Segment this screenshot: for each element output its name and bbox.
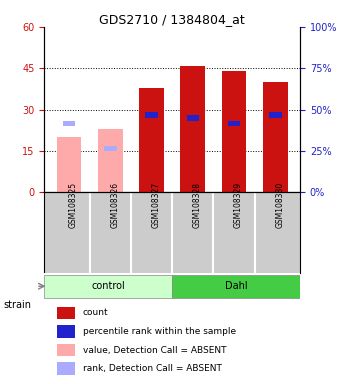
Bar [57, 137, 81, 192]
Text: control: control [91, 281, 125, 291]
Text: GSM108325: GSM108325 [69, 182, 78, 228]
Text: value, Detection Call = ABSENT: value, Detection Call = ABSENT [83, 346, 226, 354]
Text: GSM108328: GSM108328 [193, 182, 202, 228]
FancyBboxPatch shape [44, 275, 172, 298]
Bar [104, 146, 117, 151]
Bar [57, 307, 75, 319]
Bar [228, 121, 240, 126]
Text: GSM108329: GSM108329 [234, 182, 243, 228]
Bar [57, 325, 75, 338]
Text: Dahl: Dahl [225, 281, 248, 291]
Text: GSM108326: GSM108326 [110, 182, 119, 228]
Text: percentile rank within the sample: percentile rank within the sample [83, 327, 236, 336]
Bar [63, 121, 75, 126]
Title: GDS2710 / 1384804_at: GDS2710 / 1384804_at [99, 13, 245, 26]
Bar [187, 115, 199, 121]
Bar [57, 344, 75, 356]
Bar [145, 113, 158, 118]
Bar [269, 113, 282, 118]
Bar [180, 66, 205, 192]
Bar [57, 362, 75, 375]
Text: strain: strain [3, 300, 31, 310]
Bar [139, 88, 164, 192]
Bar [98, 129, 123, 192]
Text: rank, Detection Call = ABSENT: rank, Detection Call = ABSENT [83, 364, 222, 373]
Bar [263, 82, 288, 192]
Text: GSM108327: GSM108327 [152, 182, 161, 228]
Bar [222, 71, 247, 192]
Text: count: count [83, 308, 108, 318]
FancyBboxPatch shape [172, 275, 300, 298]
Text: GSM108330: GSM108330 [275, 181, 284, 228]
